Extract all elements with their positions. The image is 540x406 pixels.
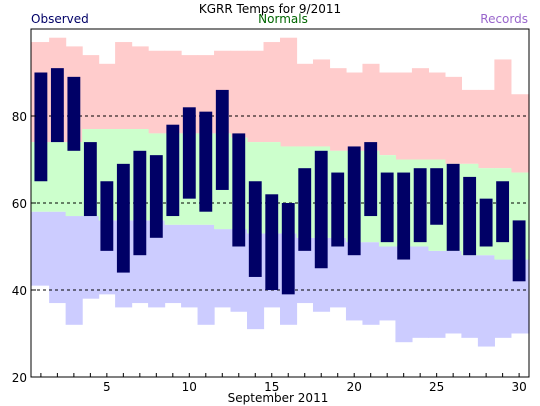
record-low-band-day-8 [148, 220, 166, 308]
observed-bar-day-14 [248, 181, 262, 277]
observed-bar-day-6 [116, 163, 130, 273]
x-tick-label-5: 5 [103, 380, 111, 394]
record-low-band-day-2 [49, 211, 67, 304]
observed-bar-day-9 [166, 124, 180, 217]
record-high-band-day-27 [461, 89, 479, 164]
record-high-band-day-30 [510, 94, 530, 173]
observed-bar-day-15 [265, 194, 279, 290]
plot-area [31, 37, 530, 347]
observed-bar-day-16 [281, 203, 295, 295]
record-high-band-day-13 [230, 50, 248, 138]
record-high-band-day-29 [494, 59, 512, 169]
record-high-band-day-24 [411, 68, 430, 160]
record-low-band-day-3 [65, 216, 83, 325]
record-low-band-day-25 [428, 250, 446, 338]
record-high-band-day-16 [280, 37, 298, 147]
observed-bar-day-23 [397, 172, 411, 260]
observed-bar-day-3 [67, 76, 81, 151]
observed-bar-day-2 [50, 68, 64, 143]
record-low-band-day-10 [181, 224, 199, 308]
record-high-band-day-17 [296, 63, 314, 147]
observed-bar-day-27 [463, 176, 477, 256]
record-low-band-day-17 [296, 237, 314, 304]
observed-bar-day-21 [364, 142, 378, 217]
observed-bar-day-10 [182, 107, 196, 199]
observed-bar-day-13 [232, 133, 246, 247]
grid-lines [31, 115, 529, 291]
x-tick-label-25: 25 [429, 380, 444, 394]
record-low-band-day-4 [82, 216, 100, 299]
observed-bars [34, 68, 526, 295]
observed-bar-day-22 [380, 172, 394, 243]
record-low-band-day-26 [444, 250, 462, 334]
record-low-band-day-24 [411, 246, 430, 338]
observed-bar-day-4 [83, 142, 97, 217]
record-high-band-day-28 [477, 89, 495, 169]
record-low-band-day-9 [164, 224, 182, 304]
y-tick-label-60: 60 [12, 197, 27, 211]
record-high-band-day-8 [148, 50, 166, 134]
legend-normals: Normals [258, 12, 308, 26]
observed-bar-day-24 [413, 168, 427, 243]
record-high-band-day-7 [131, 46, 149, 130]
observed-bar-day-30 [512, 220, 526, 282]
record-low-band-day-13 [230, 229, 248, 312]
record-high-band-day-18 [312, 59, 331, 147]
record-high-band-day-25 [428, 72, 446, 160]
record-low-band-day-11 [197, 224, 215, 325]
record-low-band-day-29 [494, 259, 512, 338]
record-low-band-day-20 [345, 242, 364, 321]
observed-bar-day-1 [34, 72, 48, 182]
record-low-band-day-12 [214, 229, 232, 308]
x-tick-label-30: 30 [511, 380, 526, 394]
record-low-band-day-22 [378, 246, 397, 321]
record-high-band-day-19 [329, 68, 347, 151]
observed-bar-day-28 [479, 198, 493, 247]
record-high-band-day-22 [378, 72, 397, 156]
record-low-band-day-1 [31, 211, 50, 286]
observed-bar-day-19 [331, 172, 345, 247]
record-high-band-day-20 [345, 72, 364, 151]
observed-bar-day-20 [347, 146, 361, 256]
record-high-band-day-15 [263, 42, 281, 143]
x-tick-label-20: 20 [347, 380, 362, 394]
observed-bar-day-25 [430, 168, 444, 225]
record-high-band-day-4 [82, 55, 100, 130]
x-axis-label: September 2011 [228, 391, 329, 405]
record-high-band-day-21 [362, 63, 380, 151]
legend-observed: Observed [31, 12, 89, 26]
legend-records: Records [480, 12, 528, 26]
record-high-band-day-9 [164, 50, 182, 134]
observed-bar-day-11 [199, 111, 213, 212]
record-low-band-day-19 [329, 237, 347, 308]
chart-title: KGRR Temps for 9/2011 [199, 2, 341, 16]
y-tick-label-80: 80 [12, 110, 27, 124]
observed-bar-day-5 [100, 181, 114, 251]
x-tick-label-15: 15 [264, 380, 279, 394]
record-low-band-day-28 [477, 255, 495, 347]
record-low-band-day-23 [395, 246, 413, 343]
observed-bar-day-12 [215, 89, 229, 190]
x-tick-label-10: 10 [182, 380, 197, 394]
observed-bar-day-7 [133, 150, 147, 256]
normals-band-day-2 [49, 142, 67, 212]
observed-bar-day-18 [314, 150, 328, 269]
observed-bar-day-29 [496, 181, 510, 243]
record-low-band-day-27 [461, 255, 479, 338]
y-tick-label-40: 40 [12, 284, 27, 298]
axes: 20 40 60 80 5 10 15 20 25 30 [12, 110, 527, 394]
observed-bar-day-8 [149, 155, 163, 238]
record-high-band-day-5 [98, 63, 116, 130]
record-high-band-day-14 [247, 50, 265, 143]
observed-bar-day-17 [298, 168, 312, 251]
record-low-band-day-21 [362, 242, 380, 325]
y-tick-label-20: 20 [12, 371, 27, 385]
normals-band-day-3 [65, 142, 83, 217]
record-high-band-day-26 [444, 76, 462, 164]
record-high-band-day-6 [115, 42, 133, 130]
observed-bar-day-26 [446, 163, 460, 251]
